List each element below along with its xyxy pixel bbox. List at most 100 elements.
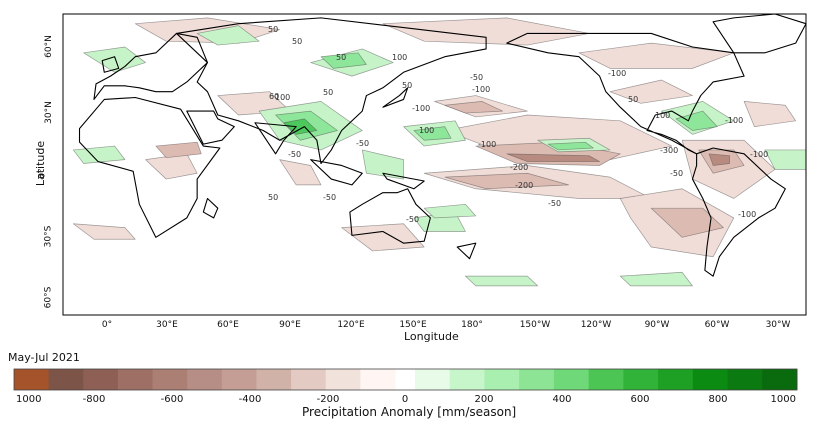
anomaly-region bbox=[619, 271, 693, 287]
colorbar-tick-label: 1000 bbox=[16, 394, 42, 405]
colorbar-swatch bbox=[484, 369, 520, 390]
anomaly-region bbox=[423, 203, 477, 219]
contour-label: 60 bbox=[269, 92, 279, 101]
contour-label: 50 bbox=[268, 193, 278, 202]
coastline bbox=[186, 110, 235, 145]
anomaly-region bbox=[743, 101, 797, 127]
coastline bbox=[101, 56, 120, 73]
coastline bbox=[175, 17, 487, 165]
contour-label: 100 bbox=[655, 111, 670, 120]
colorbar-swatches bbox=[14, 369, 798, 390]
colorbar-swatch bbox=[256, 369, 292, 390]
colorbar-tick-label: 200 bbox=[474, 394, 494, 405]
colorbar-swatch bbox=[658, 369, 694, 390]
anomaly-region bbox=[506, 153, 600, 162]
longitude-tick-label: 150°E bbox=[399, 320, 427, 330]
anomaly-region bbox=[196, 25, 260, 46]
colorbar-swatch bbox=[221, 369, 257, 390]
contour-label: -100 bbox=[608, 69, 626, 78]
anomaly-region bbox=[72, 145, 126, 164]
colorbar-axis-label: Precipitation Anomaly [mm/season] bbox=[302, 405, 517, 419]
anomaly-shading bbox=[72, 17, 807, 287]
colorbar-swatch bbox=[83, 369, 119, 390]
anomaly-region bbox=[72, 223, 136, 240]
contour-label: -100 bbox=[472, 85, 490, 94]
contour-label: -50 bbox=[288, 150, 301, 159]
longitude-tick-label: 0° bbox=[101, 320, 113, 330]
contour-label: -50 bbox=[323, 193, 336, 202]
latitude-tick-label: 30°N bbox=[43, 101, 54, 124]
latitude-tick-label: 60°N bbox=[43, 35, 54, 58]
coastline bbox=[382, 87, 409, 108]
contour-label: -100 bbox=[478, 140, 496, 149]
longitude-tick-label: 150°W bbox=[519, 320, 551, 330]
y-axis-label: Latitude bbox=[34, 140, 48, 187]
longitude-tick-label: 120°E bbox=[337, 320, 365, 330]
contour-label: -50 bbox=[470, 73, 483, 82]
anomaly-region bbox=[650, 207, 724, 238]
contour-label: -200 bbox=[510, 163, 528, 172]
anomaly-region bbox=[675, 110, 718, 131]
anomaly-region bbox=[145, 153, 198, 180]
contour-label: 50 bbox=[336, 53, 346, 62]
colorbar-tick-label: 1000 bbox=[770, 394, 796, 405]
contour-label: -50 bbox=[548, 199, 561, 208]
contour-label: -200 bbox=[515, 181, 533, 190]
colorbar-swatch bbox=[152, 369, 188, 390]
contour-label: -100 bbox=[738, 210, 756, 219]
coastline bbox=[382, 172, 425, 190]
anomaly-region bbox=[382, 17, 590, 46]
x-axis-label: Longitude bbox=[404, 330, 459, 343]
anomaly-region bbox=[444, 172, 570, 190]
colorbar-swatch bbox=[553, 369, 590, 390]
colorbar-swatch bbox=[187, 369, 223, 390]
precipitation-anomaly-map: 50 50 60 100 50 -50 -100 50 100 -100 -200 -100 -300-… bbox=[34, 13, 807, 343]
colorbar-tick-label: -800 bbox=[82, 394, 106, 405]
longitude-tick-label: 30°W bbox=[765, 320, 791, 330]
longitude-tick-label: 60°E bbox=[217, 320, 239, 330]
colorbar-swatch bbox=[727, 369, 763, 390]
colorbar-border bbox=[13, 368, 798, 391]
coastline bbox=[254, 122, 297, 155]
anomaly-region bbox=[320, 52, 367, 69]
contour-label: -50 bbox=[356, 139, 369, 148]
anomaly-region bbox=[708, 153, 730, 166]
contour-label: -100 bbox=[412, 104, 430, 113]
contour-label: 100 bbox=[419, 126, 434, 135]
coastline bbox=[691, 147, 786, 277]
latitude-tick-label: 0° bbox=[37, 168, 48, 179]
colorbar-tick-label: 800 bbox=[708, 394, 728, 405]
map-border bbox=[62, 13, 807, 316]
coastline bbox=[78, 96, 221, 238]
anomaly-region bbox=[578, 42, 735, 69]
anomaly-region bbox=[444, 101, 503, 114]
coastlines bbox=[78, 13, 807, 277]
contour-label: -100 bbox=[750, 150, 768, 159]
contour-label: 50 bbox=[628, 95, 638, 104]
colorbar-tick-label: -400 bbox=[238, 394, 262, 405]
anomaly-region bbox=[413, 126, 452, 141]
coastline bbox=[93, 32, 209, 100]
coastline bbox=[456, 242, 477, 260]
longitude-tick-label: 60°W bbox=[704, 320, 730, 330]
contour-label: 100 bbox=[275, 93, 290, 102]
anomaly-region bbox=[609, 79, 693, 104]
contour-label: 100 bbox=[392, 53, 407, 62]
contour-label: 50 bbox=[268, 25, 278, 34]
anomaly-region bbox=[361, 149, 404, 180]
anomaly-region bbox=[155, 141, 202, 159]
longitude-tick-label: 90°W bbox=[644, 320, 670, 330]
contour-label: 50 bbox=[292, 37, 302, 46]
contour-label: 50 bbox=[402, 81, 412, 90]
anomaly-region bbox=[83, 46, 146, 73]
colorbar-tick-label: -200 bbox=[316, 394, 340, 405]
colorbar-tick-label: 400 bbox=[552, 394, 572, 405]
longitude-tick-label: 90°E bbox=[279, 320, 301, 330]
latitude-tick-label: 30°S bbox=[43, 225, 54, 248]
longitude-tick-label: 120°W bbox=[580, 320, 612, 330]
contour-label: -50 bbox=[406, 215, 419, 224]
colorbar-swatch bbox=[519, 369, 555, 390]
colorbar-tick-label: -600 bbox=[160, 394, 184, 405]
